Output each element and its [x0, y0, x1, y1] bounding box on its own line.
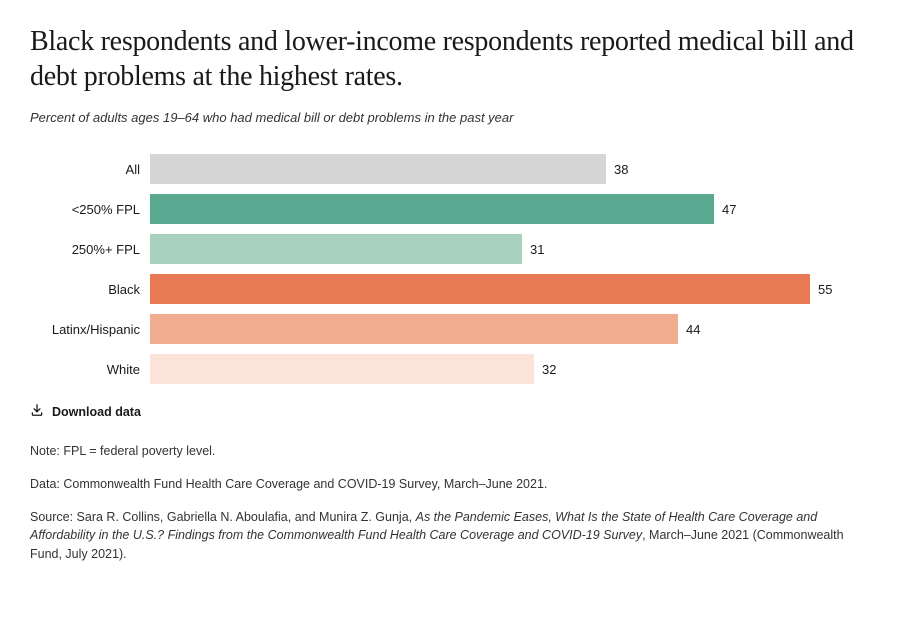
bar: [150, 314, 678, 344]
chart-subtitle: Percent of adults ages 19–64 who had med…: [30, 110, 870, 125]
bar-value: 44: [686, 322, 700, 337]
chart-title: Black respondents and lower-income respo…: [30, 24, 870, 94]
bar-track: 44: [150, 314, 870, 344]
bar-label: Latinx/Hispanic: [30, 322, 150, 337]
bar-track: 31: [150, 234, 870, 264]
bar-label: <250% FPL: [30, 202, 150, 217]
source-prefix: Source: Sara R. Collins, Gabriella N. Ab…: [30, 510, 416, 524]
bar: [150, 274, 810, 304]
bar-row: 250%+ FPL 31: [30, 229, 870, 269]
bar-row: Black 55: [30, 269, 870, 309]
bar-label: 250%+ FPL: [30, 242, 150, 257]
bar: [150, 154, 606, 184]
download-data-button[interactable]: Download data: [30, 403, 141, 420]
download-label: Download data: [52, 405, 141, 419]
bar-row: Latinx/Hispanic 44: [30, 309, 870, 349]
bar-chart: All 38 <250% FPL 47 250%+ FPL 31 Black 55 Latinx…: [30, 149, 870, 389]
data-line: Data: Commonwealth Fund Health Care Cove…: [30, 475, 870, 494]
bar-label: All: [30, 162, 150, 177]
bar-track: 47: [150, 194, 870, 224]
bar-track: 55: [150, 274, 870, 304]
note-line: Note: FPL = federal poverty level.: [30, 442, 870, 461]
bar-value: 55: [818, 282, 832, 297]
bar-value: 47: [722, 202, 736, 217]
bar-label: White: [30, 362, 150, 377]
bar: [150, 354, 534, 384]
bar-value: 31: [530, 242, 544, 257]
bar: [150, 194, 714, 224]
bar-label: Black: [30, 282, 150, 297]
source-line: Source: Sara R. Collins, Gabriella N. Ab…: [30, 508, 870, 564]
bar-track: 38: [150, 154, 870, 184]
footnotes: Note: FPL = federal poverty level. Data:…: [30, 442, 870, 564]
bar-value: 38: [614, 162, 628, 177]
bar-track: 32: [150, 354, 870, 384]
bar-row: All 38: [30, 149, 870, 189]
bar-row: <250% FPL 47: [30, 189, 870, 229]
bar: [150, 234, 522, 264]
bar-value: 32: [542, 362, 556, 377]
download-icon: [30, 403, 44, 420]
bar-row: White 32: [30, 349, 870, 389]
